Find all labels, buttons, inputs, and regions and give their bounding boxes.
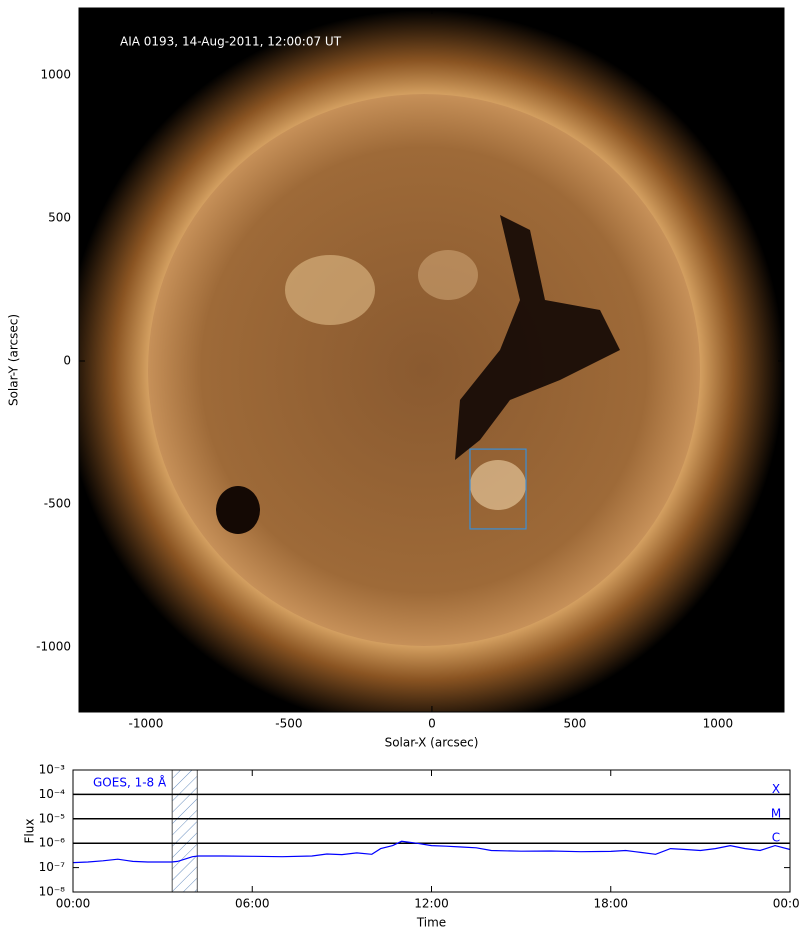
y-tick-label: 10⁻⁶ (39, 836, 66, 850)
y-tick-label: 1000 (40, 67, 71, 81)
x-tick-label: -500 (275, 717, 302, 731)
y-tick-label: -500 (44, 497, 71, 511)
y-tick-label: 500 (48, 210, 71, 224)
x-tick-label: 500 (563, 717, 586, 731)
y-tick-label: 10⁻⁸ (39, 885, 66, 899)
x-axis-label: Solar-X (arcsec) (385, 736, 479, 750)
flare-class-label: M (771, 806, 781, 820)
x-tick-label: 00:00 (773, 897, 799, 911)
x-tick-label: 18:00 (593, 897, 628, 911)
image-title: AIA 0193, 14-Aug-2011, 12:00:07 UT (120, 35, 342, 49)
x-tick-label: 06:00 (235, 897, 270, 911)
y-axis-label: Flux (23, 819, 37, 844)
flux-line (72, 840, 791, 864)
y-tick-label: 10⁻³ (39, 763, 66, 777)
y-tick-label: 10⁻⁴ (39, 787, 66, 801)
hatched-span (171, 769, 198, 893)
x-tick-label: 12:00 (414, 897, 449, 911)
y-tick-label: 0 (63, 354, 71, 368)
x-tick-label: 00:00 (56, 897, 91, 911)
y-tick-label: -1000 (36, 640, 71, 654)
flare-class-label: X (772, 782, 780, 796)
flare-class-label: C (772, 831, 780, 845)
x-tick-label: 1000 (703, 717, 734, 731)
y-tick-label: 10⁻⁷ (39, 860, 66, 874)
y-axis-label: Solar-Y (arcsec) (7, 314, 21, 406)
legend-label: GOES, 1-8 Å (93, 775, 167, 790)
region-box (469, 448, 527, 530)
x-tick-label: -1000 (128, 717, 163, 731)
y-tick-label: 10⁻⁵ (39, 811, 66, 825)
solar-image (79, 8, 784, 712)
x-tick-label: 0 (428, 717, 436, 731)
x-axis-label: Time (416, 916, 446, 930)
